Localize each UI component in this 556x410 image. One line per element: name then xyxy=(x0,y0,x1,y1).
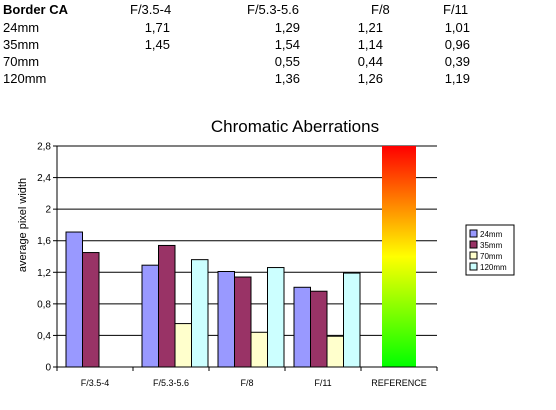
column-header: F/3.5-4 xyxy=(130,2,172,17)
table-cell: 0,55 xyxy=(274,54,300,69)
legend-label: 70mm xyxy=(480,252,503,261)
table-cell: 1,29 xyxy=(274,20,300,35)
table-cell: 1,36 xyxy=(274,71,300,86)
column-header: F/8 xyxy=(371,2,390,17)
y-tick-label: 1,6 xyxy=(37,236,51,247)
bar xyxy=(326,335,344,368)
reference-bar xyxy=(382,146,416,367)
x-tick-label: REFERENCE xyxy=(371,378,427,388)
row-label: 24mm xyxy=(3,20,40,35)
table-cell: 1,54 xyxy=(274,37,300,52)
bar xyxy=(250,331,268,368)
y-tick-label: 1,2 xyxy=(37,268,51,279)
x-tick-label: F/3.5-4 xyxy=(81,378,110,388)
y-tick-label: 2 xyxy=(45,205,51,216)
bar xyxy=(267,267,285,368)
table-cell: 0,96 xyxy=(444,37,470,52)
y-tick-label: 0,8 xyxy=(37,299,51,310)
x-tick-label: F/8 xyxy=(240,378,253,388)
bar xyxy=(82,252,100,368)
y-tick-label: 0,4 xyxy=(37,331,51,342)
table-cell: 1,21 xyxy=(357,20,383,35)
chart-title: Chromatic Aberrations xyxy=(211,117,379,136)
table-cell: 0,44 xyxy=(357,54,383,69)
table-cell: 1,01 xyxy=(444,20,470,35)
legend-label: 120mm xyxy=(480,263,507,272)
table-cell: 1,14 xyxy=(357,37,383,52)
table-cell: 1,26 xyxy=(357,71,383,86)
y-tick-label: 0 xyxy=(45,363,51,374)
bar xyxy=(310,290,328,368)
y-tick-label: 2,4 xyxy=(37,173,51,184)
bar xyxy=(293,286,311,368)
row-label: 70mm xyxy=(3,54,40,69)
x-tick-label: F/11 xyxy=(314,378,331,388)
legend-swatch xyxy=(469,251,478,260)
table-cell: 1,45 xyxy=(144,37,170,52)
row-label: 35mm xyxy=(3,37,40,52)
table-cell: 1,19 xyxy=(444,71,470,86)
legend-swatch xyxy=(469,262,478,271)
row-label: 120mm xyxy=(3,71,47,86)
legend-swatch xyxy=(469,240,478,249)
table-title: Border CA xyxy=(3,2,69,17)
y-axis-label: average pixel width xyxy=(17,178,29,272)
column-header: F/5.3-5.6 xyxy=(247,2,300,17)
column-header: F/11 xyxy=(443,2,469,17)
bar xyxy=(234,276,252,368)
bar xyxy=(158,244,176,368)
x-tick-label: F/5.3-5.6 xyxy=(153,378,189,388)
y-tick-label: 2,8 xyxy=(37,142,51,153)
bar xyxy=(65,231,83,368)
bar xyxy=(343,272,361,368)
legend-label: 24mm xyxy=(480,230,503,239)
bar xyxy=(191,259,209,368)
table-cell: 1,71 xyxy=(144,20,170,35)
legend-swatch xyxy=(469,229,478,238)
bar xyxy=(174,323,192,368)
bar xyxy=(217,270,235,368)
table-cell: 0,39 xyxy=(444,54,470,69)
legend-label: 35mm xyxy=(480,241,503,250)
bar xyxy=(141,264,159,368)
